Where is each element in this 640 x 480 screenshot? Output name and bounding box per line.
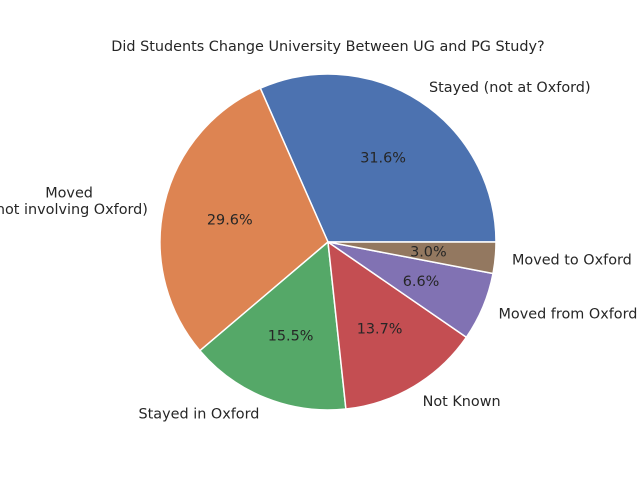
label-not-known: Not Known bbox=[423, 394, 501, 410]
label-moved-to-oxford: Moved to Oxford bbox=[512, 252, 632, 268]
slice-stayed-not-at-oxford bbox=[259, 73, 497, 243]
label-moved-from-oxford: Moved from Oxford bbox=[499, 306, 638, 322]
chart-title: Did Students Change University Between U… bbox=[111, 39, 544, 55]
slice-moved-to-oxford bbox=[327, 241, 497, 275]
percent-labels: 31.6% 29.6% 15.5% 13.7% 6.6% 3.0% bbox=[207, 151, 447, 345]
pie-slices bbox=[159, 73, 497, 411]
pct-moved-not-involving-oxford: 29.6% bbox=[207, 212, 253, 228]
pct-moved-from-oxford: 6.6% bbox=[403, 274, 440, 290]
label-stayed-in-oxford: Stayed in Oxford bbox=[139, 407, 260, 423]
pct-not-known: 13.7% bbox=[357, 322, 403, 338]
slice-moved-not-involving-oxford bbox=[159, 87, 329, 352]
slice-labels: Stayed (not at Oxford) Moved (not involvin… bbox=[0, 80, 637, 422]
slice-not-known bbox=[327, 241, 468, 410]
pct-stayed-not-at-oxford: 31.6% bbox=[360, 151, 406, 167]
slice-stayed-in-oxford bbox=[199, 241, 347, 411]
label-stayed-not-at-oxford: Stayed (not at Oxford) bbox=[429, 80, 591, 96]
pct-stayed-in-oxford: 15.5% bbox=[268, 329, 314, 345]
label-moved-not-involving-oxford: Moved (not involving Oxford) bbox=[0, 185, 148, 218]
pct-moved-to-oxford: 3.0% bbox=[410, 244, 447, 260]
